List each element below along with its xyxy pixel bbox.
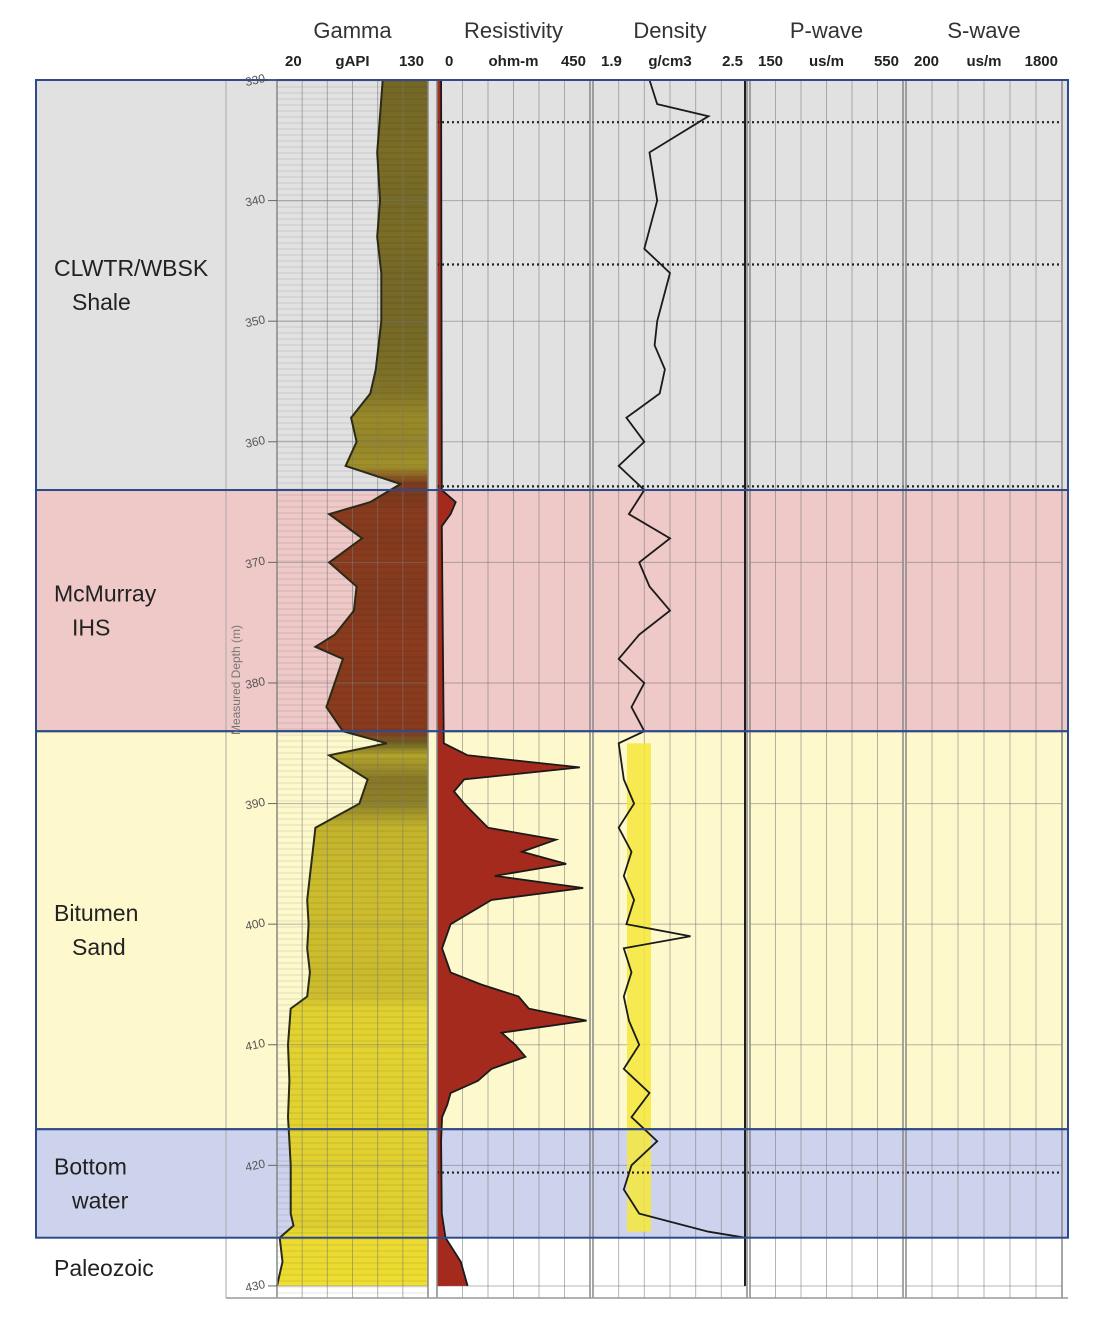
- depth-tick-label: 380: [244, 674, 267, 692]
- track-min-label: 150: [758, 53, 783, 70]
- zone-band: [36, 1129, 1068, 1238]
- zone-label: Bitumen: [54, 900, 138, 926]
- depth-tick-label: 330: [244, 71, 267, 89]
- zone-label: Shale: [72, 289, 131, 315]
- track-min-label: 0: [445, 53, 453, 70]
- track-max-label: 130: [399, 53, 424, 70]
- track-max-label: 450: [561, 53, 586, 70]
- depth-tick-label: 360: [244, 433, 267, 451]
- zone-label: McMurray: [54, 581, 157, 607]
- density-curve: [617, 79, 746, 1239]
- zone-label: water: [71, 1187, 129, 1213]
- track-max-label: 1800: [1025, 53, 1058, 70]
- zone-band: [36, 80, 1068, 491]
- track-title: Gamma: [313, 18, 392, 43]
- zone-label: IHS: [72, 615, 110, 641]
- track-unit: gAPI: [335, 53, 369, 70]
- zone-outline: [35, 1128, 1069, 1239]
- depth-tick-label: 430: [244, 1277, 267, 1295]
- zone-band: [36, 731, 1068, 1130]
- zone-label: Paleozoic: [54, 1255, 154, 1281]
- track-unit: us/m: [966, 53, 1001, 70]
- track-max-label: 2.5: [722, 53, 743, 70]
- y-axis-label: Measured Depth (m): [229, 625, 243, 735]
- track-max-label: 550: [874, 53, 899, 70]
- zone-label: Bottom: [54, 1153, 127, 1179]
- depth-tick-label: 410: [244, 1036, 267, 1054]
- zone-label: Sand: [72, 934, 126, 960]
- track-min-label: 1.9: [601, 53, 622, 70]
- depth-tick-label: 350: [244, 312, 267, 330]
- track-unit: us/m: [809, 53, 844, 70]
- zone-band: [36, 490, 1068, 732]
- resistivity-fill: [437, 80, 587, 1286]
- depth-tick-label: 370: [244, 553, 267, 571]
- depth-tick-label: 420: [244, 1156, 267, 1174]
- zone-band: [36, 1237, 1068, 1298]
- track-unit: g/cm3: [648, 53, 691, 70]
- zone-label: CLWTR/WBSK: [54, 255, 209, 281]
- track-title: Resistivity: [464, 18, 563, 43]
- track-title: S-wave: [947, 18, 1020, 43]
- resistivity-curve: [440, 79, 587, 1287]
- depth-tick-label: 390: [244, 795, 267, 813]
- track-unit: ohm-m: [489, 53, 539, 70]
- track-min-label: 20: [285, 53, 302, 70]
- track-title: P-wave: [790, 18, 863, 43]
- track-min-label: 200: [914, 53, 939, 70]
- depth-tick-label: 400: [244, 915, 267, 933]
- depth-tick-label: 340: [244, 192, 267, 210]
- track-title: Density: [633, 18, 706, 43]
